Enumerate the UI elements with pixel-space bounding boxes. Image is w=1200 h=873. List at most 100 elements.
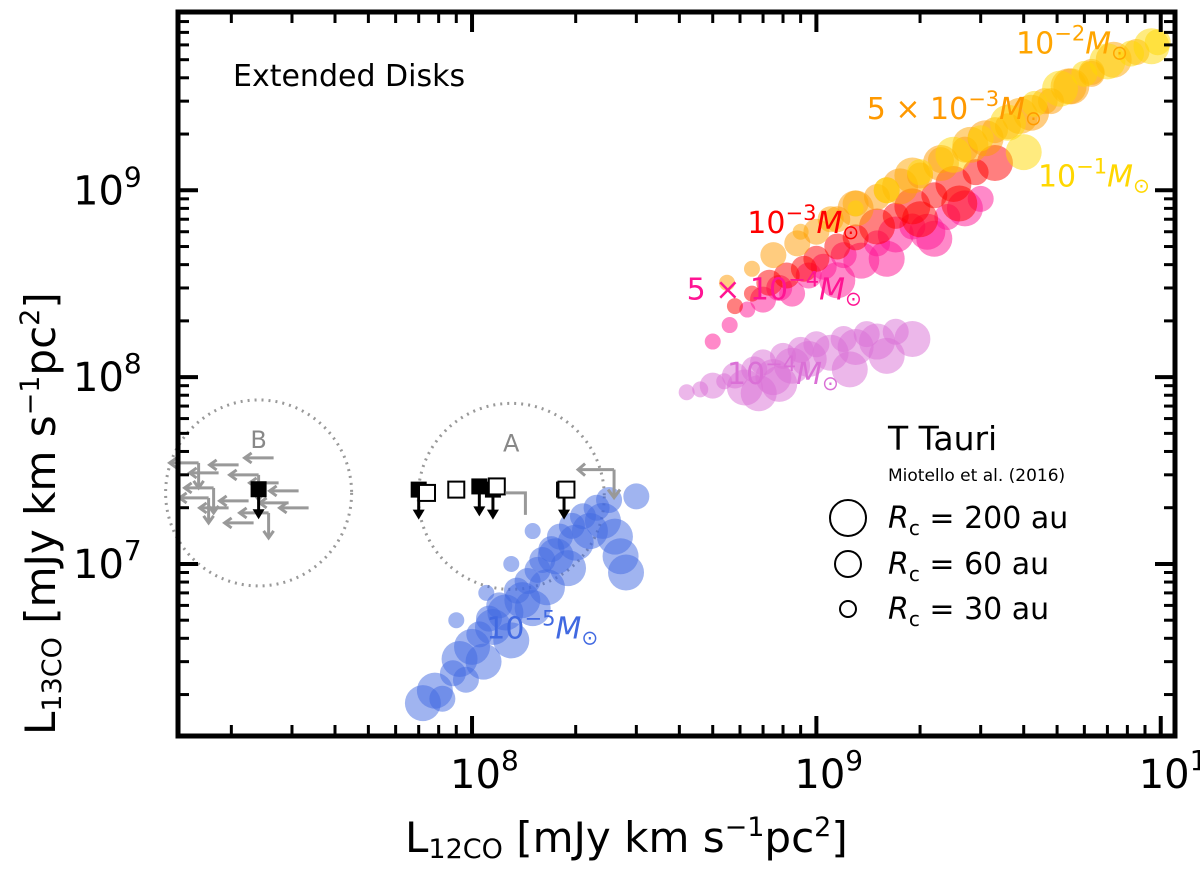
point-1e-5 [608,554,645,591]
point-1e-3 [941,185,978,222]
series-label-5e-4: 5 × 10−4M⊙ [687,268,862,311]
b-arrow-down-head [202,515,215,526]
point-1e-1 [989,104,1026,141]
series-labels: 10−5M⊙ 10−4M⊙ 5 × 10−4M⊙ 10−3M⊙ 5 × 10−3M⊙ 10… [486,21,1149,649]
point-1e-4 [761,365,798,402]
axes-frame [175,9,1178,739]
point-1e-1 [1021,90,1048,117]
limit-filled-head [473,506,486,517]
series-label-1e-1: 10−1M⊙ [1038,154,1150,197]
b-arrow-down-head [262,530,275,541]
point-5e-4 [704,333,721,350]
region-b-filled-marker [250,481,267,498]
legend: T Tauri Miotello et al. (2016) Rc = 200 … [829,419,1068,631]
limit-open-marker [557,480,576,499]
x-axis-label: L12CO [mJy km s−1pc2] [405,812,848,865]
limit-open-marker [447,480,466,499]
limit-open-marker [418,483,437,502]
a-arrow-left-head [575,462,587,477]
axes: 108 109 1010 107 108 109 [73,9,1200,798]
point-1e-5 [465,643,502,680]
legend-marker [839,600,857,618]
b-arrow-left-head [197,501,208,515]
b-arrow-left-head [237,506,248,520]
a-arrow-down-head [606,488,622,501]
point-5e-4 [739,301,756,318]
series-label-1e-4: 10−4M⊙ [727,352,839,395]
region-b-limit-head [252,509,265,520]
point-5e-3 [743,260,760,277]
point-1e-2 [817,206,844,233]
point-5e-3 [760,242,787,269]
point-1e-1 [907,159,934,186]
point-1e-3 [803,245,830,272]
point-5e-3 [718,274,735,291]
point-1e-3 [726,298,743,315]
limit-filled-head [558,509,571,520]
point-1e-3 [902,201,939,238]
limit-filled-head [412,509,425,520]
series-label-5e-3: 5 × 10−3M⊙ [867,87,1042,130]
region-b-label: B [250,426,266,454]
b-arrow-left-head [222,516,233,530]
y-tick-label: 108 [73,347,142,401]
point-1e-4 [894,320,931,357]
point-1e-1 [873,177,900,204]
point-5e-4 [819,262,856,299]
b-arrow-left-head [267,484,278,498]
point-1e-5 [623,483,650,510]
limit-filled-marker [471,478,488,495]
point-1e-1 [1005,134,1042,171]
point-1e-3 [743,285,760,302]
b-arrow-left-head [242,451,253,465]
point-1e-1 [935,136,972,173]
point-1e-4 [868,337,905,374]
point-1e-4 [678,384,695,401]
series-1e-5 [404,483,650,722]
b-arrow-left-head [207,458,218,472]
point-1e-4 [831,351,868,388]
point-1e-2 [792,223,809,240]
a-arrow-right-down [505,491,527,515]
point-1e-1 [1089,43,1126,80]
b-arrow-left-head [167,456,178,470]
point-1e-1 [1144,29,1171,56]
y-tick-label: 109 [73,160,142,214]
point-1e-5 [503,555,520,572]
b-arrow-left-head [277,501,288,515]
point-1e-5 [478,584,495,601]
point-5e-4 [721,317,738,334]
y-axis-label: L13CO [mJy km s−1pc2] [15,292,68,735]
series-label-1e-3: 10−3M⊙ [747,201,859,244]
region-a-arrows [505,462,622,515]
point-1e-1 [847,200,864,217]
y-axis-title: L13CO [mJy km s−1pc2] [15,292,68,735]
point-1e-5 [429,685,456,712]
data-points [404,28,1171,722]
panel-label: Extended Disks [233,59,465,94]
region-b-arrows [167,451,309,541]
limit-open-marker [487,477,506,496]
legend-marker [829,499,867,537]
b-arrow-left-head [187,466,198,480]
limit-filled-head [486,509,499,520]
series-label-1e-2: 10−2M⊙ [1016,21,1128,64]
b-arrow-left-head [182,481,193,495]
point-1e-5 [448,612,465,629]
x-tick-label: 109 [794,744,863,798]
series-1e-4 [678,318,931,412]
point-1e-5 [524,523,541,540]
series-1e-1 [847,28,1171,217]
upper-limit-arrows [167,451,622,541]
point-1e-5 [493,622,530,659]
x-tick-label: 108 [450,744,519,798]
b-arrow-left-head [217,494,228,508]
b-arrow-down-head [207,505,220,516]
y-tick-label: 107 [73,534,142,588]
point-5e-4 [868,240,905,277]
legend-label: Rc = 200 au [888,501,1068,540]
legend-label: Rc = 60 au [888,547,1049,586]
region-b-circle [164,398,354,588]
legend-subtitle: Miotello et al. (2016) [888,466,1065,486]
